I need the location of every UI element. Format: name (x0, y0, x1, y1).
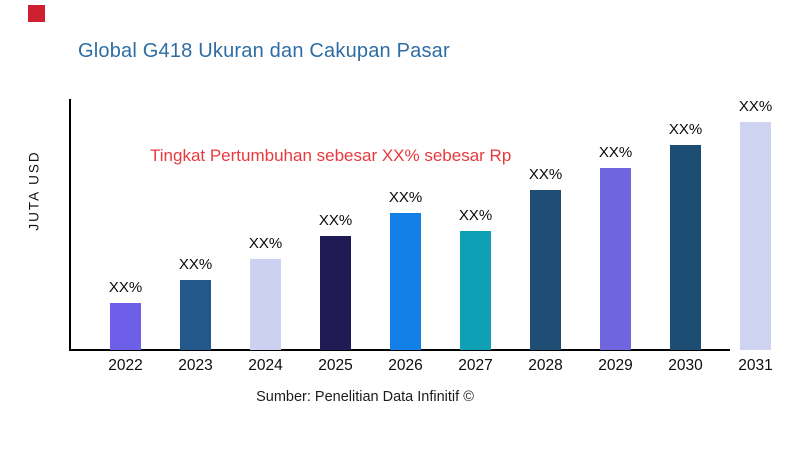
bar-value-label-2024: XX% (248, 235, 283, 252)
bar-value-label-2026: XX% (388, 189, 423, 206)
bar-2023 (180, 280, 211, 350)
x-axis-tick-label-2023: 2023 (178, 357, 213, 374)
y-axis-title: JUTA USD (26, 150, 42, 231)
bar-value-label-2028: XX% (528, 166, 563, 183)
x-axis-tick-label-2026: 2026 (388, 357, 423, 374)
bar-value-label-2029: XX% (598, 144, 633, 161)
bar-2029 (600, 168, 631, 350)
x-axis-tick-label-2025: 2025 (318, 357, 353, 374)
bar-value-label-2027: XX% (458, 207, 493, 224)
x-axis-tick-label-2029: 2029 (598, 357, 633, 374)
bar-value-label-2030: XX% (668, 121, 703, 138)
bar-value-label-2031: XX% (738, 98, 773, 115)
x-axis-tick-label-2024: 2024 (248, 357, 283, 374)
chart-title: Global G418 Ukuran dan Cakupan Pasar (78, 40, 450, 62)
brand-corner-square (28, 5, 45, 22)
x-axis-tick-label-2022: 2022 (108, 357, 143, 374)
x-axis-tick-label-2027: 2027 (458, 357, 493, 374)
bar-2024 (250, 259, 281, 350)
x-axis-tick-label-2028: 2028 (528, 357, 563, 374)
bar-value-label-2023: XX% (178, 256, 213, 273)
bar-value-label-2022: XX% (108, 279, 143, 296)
bar-2028 (530, 190, 561, 350)
bar-2026 (390, 213, 421, 350)
x-axis-line (69, 349, 730, 351)
bar-2031 (740, 122, 771, 350)
bar-2027 (460, 231, 491, 350)
source-caption: Sumber: Penelitian Data Infinitif © (256, 389, 474, 405)
bar-2022 (110, 303, 141, 350)
y-axis-line (69, 99, 71, 351)
bar-2030 (670, 145, 701, 350)
bar-value-label-2025: XX% (318, 212, 353, 229)
x-axis-tick-label-2030: 2030 (668, 357, 703, 374)
x-axis-tick-label-2031: 2031 (738, 357, 773, 374)
bar-2025 (320, 236, 351, 350)
growth-rate-annotation: Tingkat Pertumbuhan sebesar XX% sebesar … (150, 146, 512, 165)
